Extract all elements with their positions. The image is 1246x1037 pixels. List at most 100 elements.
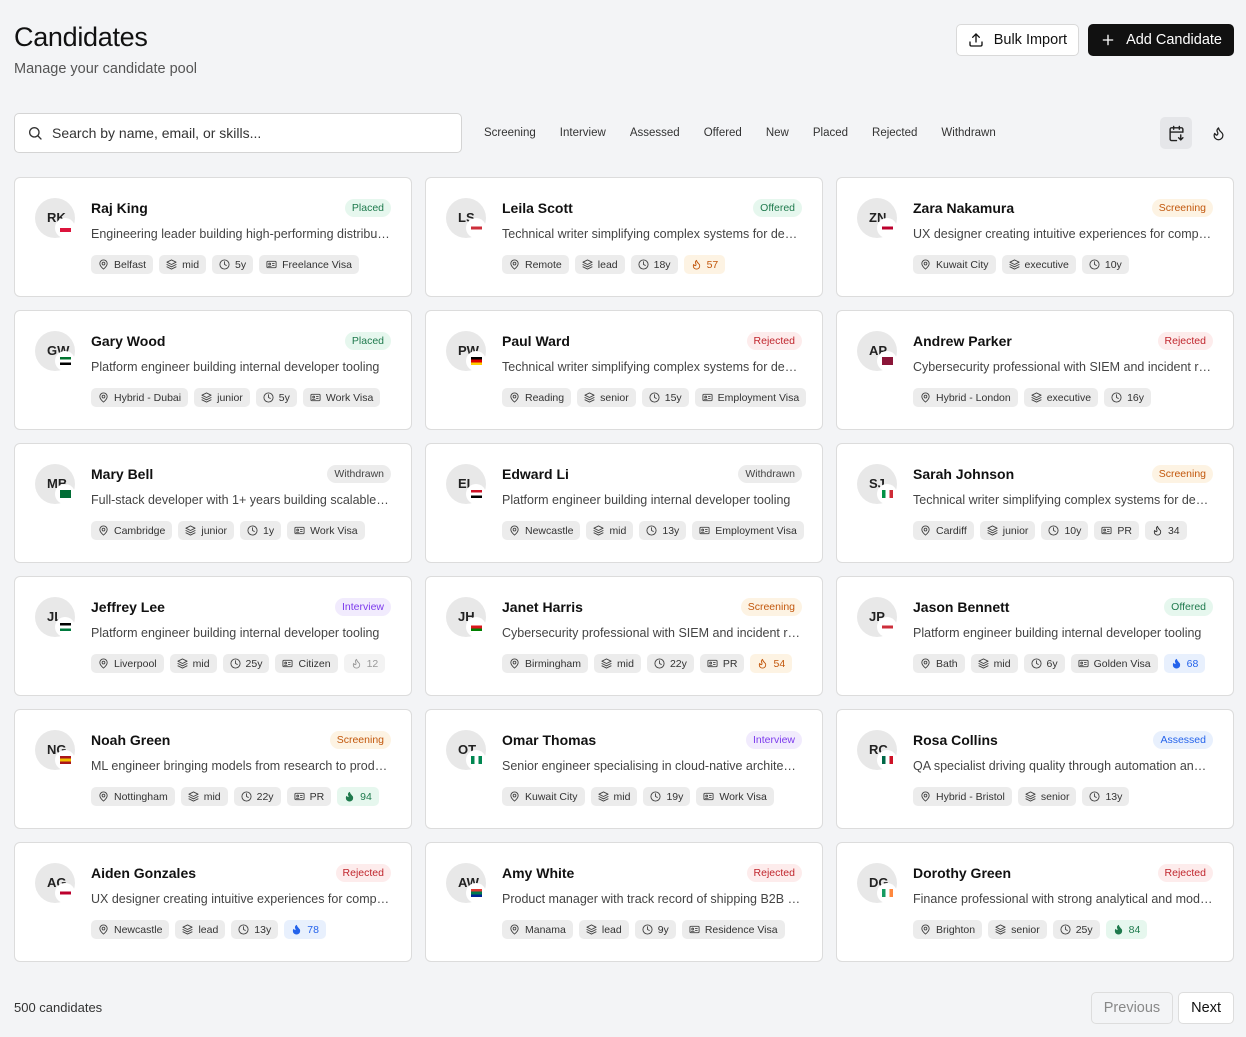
level-value: senior <box>600 391 629 404</box>
filter-withdrawn[interactable]: Withdrawn <box>941 127 996 139</box>
location-chip: Remote <box>502 255 569 274</box>
map-pin-icon <box>510 658 519 669</box>
candidate-card[interactable]: OT Omar Thomas Interview Senior engineer… <box>425 709 823 829</box>
clock-icon <box>1060 924 1071 935</box>
level-chip: mid <box>594 654 641 673</box>
country-flag-icon <box>55 750 75 770</box>
country-flag-icon <box>877 750 897 770</box>
filter-rejected[interactable]: Rejected <box>872 127 918 139</box>
experience-value: 19y <box>666 790 684 803</box>
candidate-card[interactable]: DG Dorothy Green Rejected Finance profes… <box>836 842 1234 962</box>
sort-by-score-button[interactable] <box>1202 117 1234 149</box>
add-candidate-label: Add Candidate <box>1126 32 1222 48</box>
map-pin-icon <box>99 924 108 935</box>
status-badge: Rejected <box>335 864 391 882</box>
candidate-card[interactable]: AW Amy White Rejected Product manager wi… <box>425 842 823 962</box>
level-chip: junior <box>178 521 235 540</box>
filter-offered[interactable]: Offered <box>703 127 742 139</box>
candidate-tags: Liverpool mid 25y Citizen 12 <box>91 654 386 673</box>
candidate-card[interactable]: AG Aiden Gonzales Rejected UX designer c… <box>14 842 412 962</box>
layers-icon <box>601 658 612 669</box>
candidate-card[interactable]: EL Edward Li Withdrawn Platform engineer… <box>425 443 823 563</box>
bulk-import-button[interactable]: Bulk Import <box>955 24 1080 56</box>
location-value: Hybrid - Bristol <box>936 790 1005 803</box>
status-badge: Interview <box>334 598 391 616</box>
visa-value: PR <box>309 790 325 803</box>
filter-interview[interactable]: Interview <box>559 127 606 139</box>
candidate-card[interactable]: MB Mary Bell Withdrawn Full-stack develo… <box>14 443 412 563</box>
candidate-summary: Platform engineer building internal deve… <box>502 493 791 507</box>
candidate-summary: Technical writer simplifying complex sys… <box>502 227 802 241</box>
candidate-card[interactable]: JP Jason Bennett Offered Platform engine… <box>836 576 1234 696</box>
status-badge: Rejected <box>1157 332 1213 350</box>
experience-value: 22y <box>669 657 687 670</box>
candidate-card[interactable]: ZN Zara Nakamura Screening UX designer c… <box>836 177 1234 297</box>
experience-value: 16y <box>1127 391 1145 404</box>
candidate-summary: Platform engineer building internal deve… <box>91 360 380 374</box>
candidate-card[interactable]: SJ Sarah Johnson Screening Technical wri… <box>836 443 1234 563</box>
candidate-card[interactable]: GW Gary Wood Placed Platform engineer bu… <box>14 310 412 430</box>
candidate-card[interactable]: RK Raj King Placed Engineering leader bu… <box>14 177 412 297</box>
search-box[interactable] <box>14 113 462 153</box>
clock-icon <box>646 525 657 536</box>
status-badge: Assessed <box>1153 731 1213 749</box>
visa-value: Employment Visa <box>717 391 800 404</box>
id-card-icon <box>707 659 718 668</box>
map-pin-icon <box>510 392 519 403</box>
location-chip: Liverpool <box>91 654 164 673</box>
visa-value: Residence Visa <box>704 923 778 936</box>
candidate-summary: Platform engineer building internal deve… <box>91 626 380 640</box>
filter-assessed[interactable]: Assessed <box>629 127 680 139</box>
map-pin-icon <box>510 525 519 536</box>
candidate-tags: Kuwait City mid 19y Work Visa <box>502 787 774 806</box>
candidate-card[interactable]: JH Janet Harris Screening Cybersecurity … <box>425 576 823 696</box>
visa-chip: Employment Visa <box>694 388 807 407</box>
filter-new[interactable]: New <box>765 127 789 139</box>
candidate-tags: Reading senior 15y Employment Visa <box>502 388 807 407</box>
add-candidate-button[interactable]: Add Candidate <box>1088 24 1234 56</box>
candidate-summary: Finance professional with strong analyti… <box>913 892 1213 906</box>
candidate-summary: Product manager with track record of shi… <box>502 892 802 906</box>
candidate-tags: Newcastle lead 13y 78 <box>91 920 326 939</box>
filter-placed[interactable]: Placed <box>812 127 849 139</box>
location-value: Kuwait City <box>936 258 989 271</box>
location-chip: Belfast <box>91 255 154 274</box>
visa-chip: Work Visa <box>287 521 365 540</box>
candidate-summary: Technical writer simplifying complex sys… <box>913 493 1213 507</box>
location-chip: Brighton <box>913 920 983 939</box>
clock-icon <box>642 924 653 935</box>
map-pin-icon <box>99 791 108 802</box>
candidate-card[interactable]: LS Leila Scott Offered Technical writer … <box>425 177 823 297</box>
candidate-card[interactable]: PW Paul Ward Rejected Technical writer s… <box>425 310 823 430</box>
level-value: lead <box>198 923 219 936</box>
map-pin-icon <box>510 791 519 802</box>
visa-chip: Freelance Visa <box>259 255 359 274</box>
score-chip: 54 <box>750 654 793 673</box>
experience-chip: 22y <box>233 787 281 806</box>
clock-icon <box>1089 791 1101 802</box>
candidate-card[interactable]: NG Noah Green Screening ML engineer brin… <box>14 709 412 829</box>
previous-page-button[interactable]: Previous <box>1090 992 1174 1024</box>
sort-by-date-button[interactable] <box>1160 117 1192 149</box>
visa-chip: Citizen <box>275 654 338 673</box>
level-value: senior <box>1011 923 1040 936</box>
candidate-name: Rosa Collins <box>913 732 998 748</box>
clock-icon <box>230 658 241 669</box>
location-value: Bath <box>936 657 958 670</box>
status-badge: Rejected <box>746 864 802 882</box>
level-chip: senior <box>1017 787 1077 806</box>
candidate-card[interactable]: RC Rosa Collins Assessed QA specialist d… <box>836 709 1234 829</box>
candidate-card[interactable]: JL Jeffrey Lee Interview Platform engine… <box>14 576 412 696</box>
visa-chip: PR <box>286 787 332 806</box>
upload-icon <box>969 33 983 47</box>
candidate-card[interactable]: AP Andrew Parker Rejected Cybersecurity … <box>836 310 1234 430</box>
id-card-icon <box>310 393 321 402</box>
filter-screening[interactable]: Screening <box>484 127 536 139</box>
next-page-button[interactable]: Next <box>1178 992 1234 1024</box>
candidate-name: Janet Harris <box>502 599 583 615</box>
search-input[interactable] <box>52 125 432 141</box>
score-chip: 57 <box>683 255 726 274</box>
experience-chip: 18y <box>630 255 678 274</box>
candidate-name: Mary Bell <box>91 466 154 482</box>
candidate-name: Noah Green <box>91 732 171 748</box>
